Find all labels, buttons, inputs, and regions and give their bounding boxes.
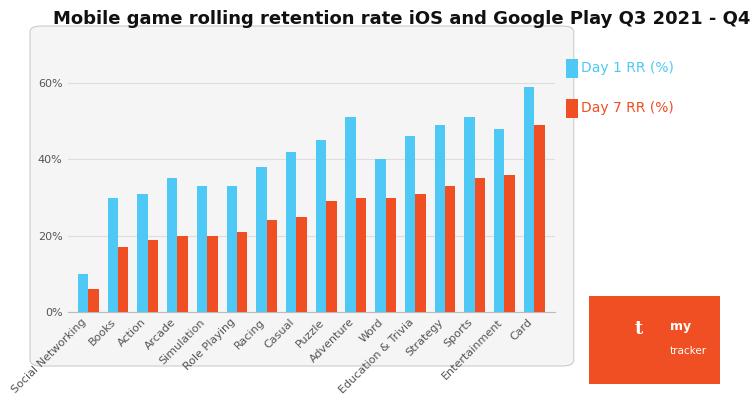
- Text: Day 7 RR (%): Day 7 RR (%): [581, 101, 674, 115]
- Bar: [416, 194, 426, 312]
- Bar: [88, 289, 99, 312]
- Bar: [137, 194, 148, 312]
- Bar: [405, 136, 416, 312]
- Bar: [316, 140, 326, 312]
- Bar: [375, 159, 386, 312]
- Bar: [534, 125, 544, 312]
- Bar: [475, 178, 485, 312]
- Bar: [326, 201, 337, 312]
- Bar: [524, 87, 534, 312]
- Bar: [464, 118, 475, 312]
- Bar: [207, 236, 218, 312]
- Bar: [226, 186, 237, 312]
- Bar: [118, 247, 128, 312]
- Bar: [494, 129, 505, 312]
- Bar: [167, 178, 178, 312]
- Bar: [237, 232, 248, 312]
- Text: Day 1 RR (%): Day 1 RR (%): [581, 61, 674, 75]
- Bar: [256, 167, 267, 312]
- Bar: [196, 186, 207, 312]
- Bar: [267, 220, 277, 312]
- Text: t: t: [634, 320, 643, 338]
- Bar: [445, 186, 455, 312]
- Bar: [78, 274, 88, 312]
- Bar: [434, 125, 445, 312]
- Bar: [286, 152, 296, 312]
- Bar: [386, 198, 396, 312]
- Bar: [296, 217, 307, 312]
- Bar: [148, 240, 158, 312]
- Bar: [346, 118, 355, 312]
- Bar: [178, 236, 188, 312]
- Bar: [356, 198, 366, 312]
- Text: my: my: [670, 320, 692, 333]
- Text: tracker: tracker: [670, 346, 707, 356]
- Text: Mobile game rolling retention rate iOS and Google Play Q3 2021 - Q4 2021: Mobile game rolling retention rate iOS a…: [53, 10, 750, 28]
- Bar: [108, 198, 118, 312]
- Bar: [505, 175, 515, 312]
